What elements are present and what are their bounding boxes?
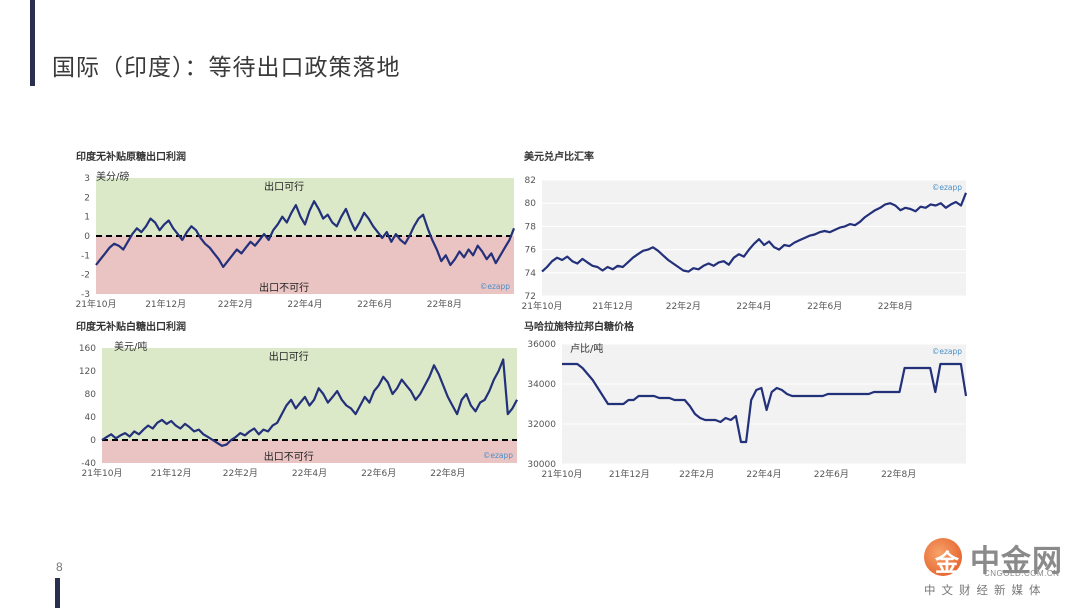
negative-zone [102,440,517,463]
logo-emblem-icon: 金 [924,538,962,577]
x-tick-label: 21年10月 [82,467,123,479]
y-tick-label: 72 [525,292,536,302]
zone-label-negative: 出口不可行 [259,281,309,294]
logo-tagline: 中文财经新媒体 [924,583,1047,597]
page-title: 国际（印度）：等待出口政策落地 [52,55,401,81]
y-tick-label: 30000 [527,460,556,470]
y-tick-label: 74 [525,269,537,279]
y-tick-label: 40 [85,413,97,423]
y-tick-label: 36000 [527,340,556,350]
x-tick-label: 22年2月 [666,300,701,312]
x-tick-label: 22年4月 [746,468,781,480]
x-tick-label: 21年12月 [609,468,650,480]
x-tick-label: 21年10月 [542,468,583,480]
ezapp-watermark: ©ezapp [483,451,513,460]
x-tick-label: 22年2月 [218,298,253,310]
series-line [562,362,968,444]
x-tick-label: 22年6月 [807,300,842,312]
zone-label-negative: 出口不可行 [264,450,314,463]
x-tick-label: 22年4月 [736,300,771,312]
positive-zone [96,178,514,236]
x-tick-label: 22年4月 [292,467,327,479]
x-tick-label: 22年8月 [878,300,913,312]
y-tick-label: 120 [79,367,96,377]
y-tick-label: 0 [90,436,96,446]
ezapp-watermark: ©ezapp [480,282,510,291]
y-tick-label: 80 [85,390,97,400]
y-tick-label: 3 [84,174,90,184]
chart-malay: 马哈拉施特拉邦白糖价格 36000 34000 32000 30000 卢比/吨 21年10… [524,320,968,480]
series-line [101,358,518,447]
x-tick-label: 22年2月 [223,467,258,479]
footer-accent-bar [55,578,60,608]
logo-chinese-name: 中金网 [970,544,1063,579]
chart-panel-maharashtra-price: 马哈拉施特拉邦白糖价格 36000 34000 32000 30000 卢比/吨 21年10… [512,318,972,488]
y-tick-label: -40 [81,459,96,469]
cngold-logo: 金 中金网 CNGOLD.COM.CN 中文财经新媒体 [918,536,1078,606]
x-tick-label: 21年12月 [145,298,186,310]
chart-panel-raw-sugar: 印度无补贴原糖出口利润出口可行出口不可行 3 2 1 0 -1 -2 -3 美分/磅 21年10月… [72,148,516,318]
x-tick-label: 22年6月 [361,467,396,479]
y-unit-label: 美分/磅 [96,170,129,183]
zone-label-positive: 出口可行 [269,350,309,363]
chart-title: 美元兑卢比汇率 [524,150,594,163]
chart-title: 印度无补贴白糖出口利润 [76,320,186,333]
y-tick-label: 2 [84,193,90,203]
y-unit-label: 美元/吨 [114,340,147,353]
positive-zone [102,348,517,440]
x-tick-label: 21年10月 [76,298,117,310]
ezapp-watermark: ©ezapp [932,347,962,356]
page-number: 8 [56,560,63,574]
y-unit-label: 卢比/吨 [570,342,603,355]
y-tick-label: 82 [525,176,536,186]
x-tick-label: 22年4月 [287,298,322,310]
y-tick-label: 76 [525,246,537,256]
x-tick-label: 21年12月 [592,300,633,312]
x-tick-label: 22年8月 [430,467,465,479]
y-tick-label: 34000 [527,380,556,390]
zone-label-positive: 出口可行 [264,180,304,193]
y-tick-label: -2 [81,271,90,281]
negative-zone [96,236,514,294]
plot-background [562,344,966,464]
y-tick-label: -1 [81,251,90,261]
chart-panel-exchange-rate: 美元兑卢比汇率 82 80 78 76 74 72 21年10月 21年12月 22年2月 22年4… [512,148,972,318]
x-tick-label: 22年6月 [357,298,392,310]
x-tick-label: 21年10月 [522,300,563,312]
chart-title: 印度无补贴原糖出口利润 [76,150,186,163]
title-accent-bar [30,0,35,86]
x-tick-label: 22年8月 [881,468,916,480]
x-tick-label: 22年6月 [814,468,849,480]
y-tick-label: -3 [81,290,90,300]
chart-title: 马哈拉施特拉邦白糖价格 [524,320,635,333]
y-tick-label: 1 [84,213,90,223]
ezapp-watermark: ©ezapp [932,183,962,192]
logo-domain: CNGOLD.COM.CN [984,569,1060,578]
x-tick-label: 22年2月 [679,468,714,480]
y-tick-label: 78 [525,222,537,232]
series-line [541,192,968,273]
y-tick-label: 32000 [527,420,556,430]
x-tick-label: 21年12月 [151,467,192,479]
plot-background [542,180,966,296]
series-line [95,200,516,268]
y-tick-label: 0 [84,232,90,242]
chart-panel-white-sugar: 印度无补贴白糖出口利润出口可行出口不可行 160 120 80 40 0 -40 美元/吨 21… [72,318,518,488]
logo-glyph: 金 [935,549,959,577]
y-tick-label: 80 [525,199,537,209]
x-tick-label: 22年8月 [427,298,462,310]
y-tick-label: 160 [79,344,96,354]
